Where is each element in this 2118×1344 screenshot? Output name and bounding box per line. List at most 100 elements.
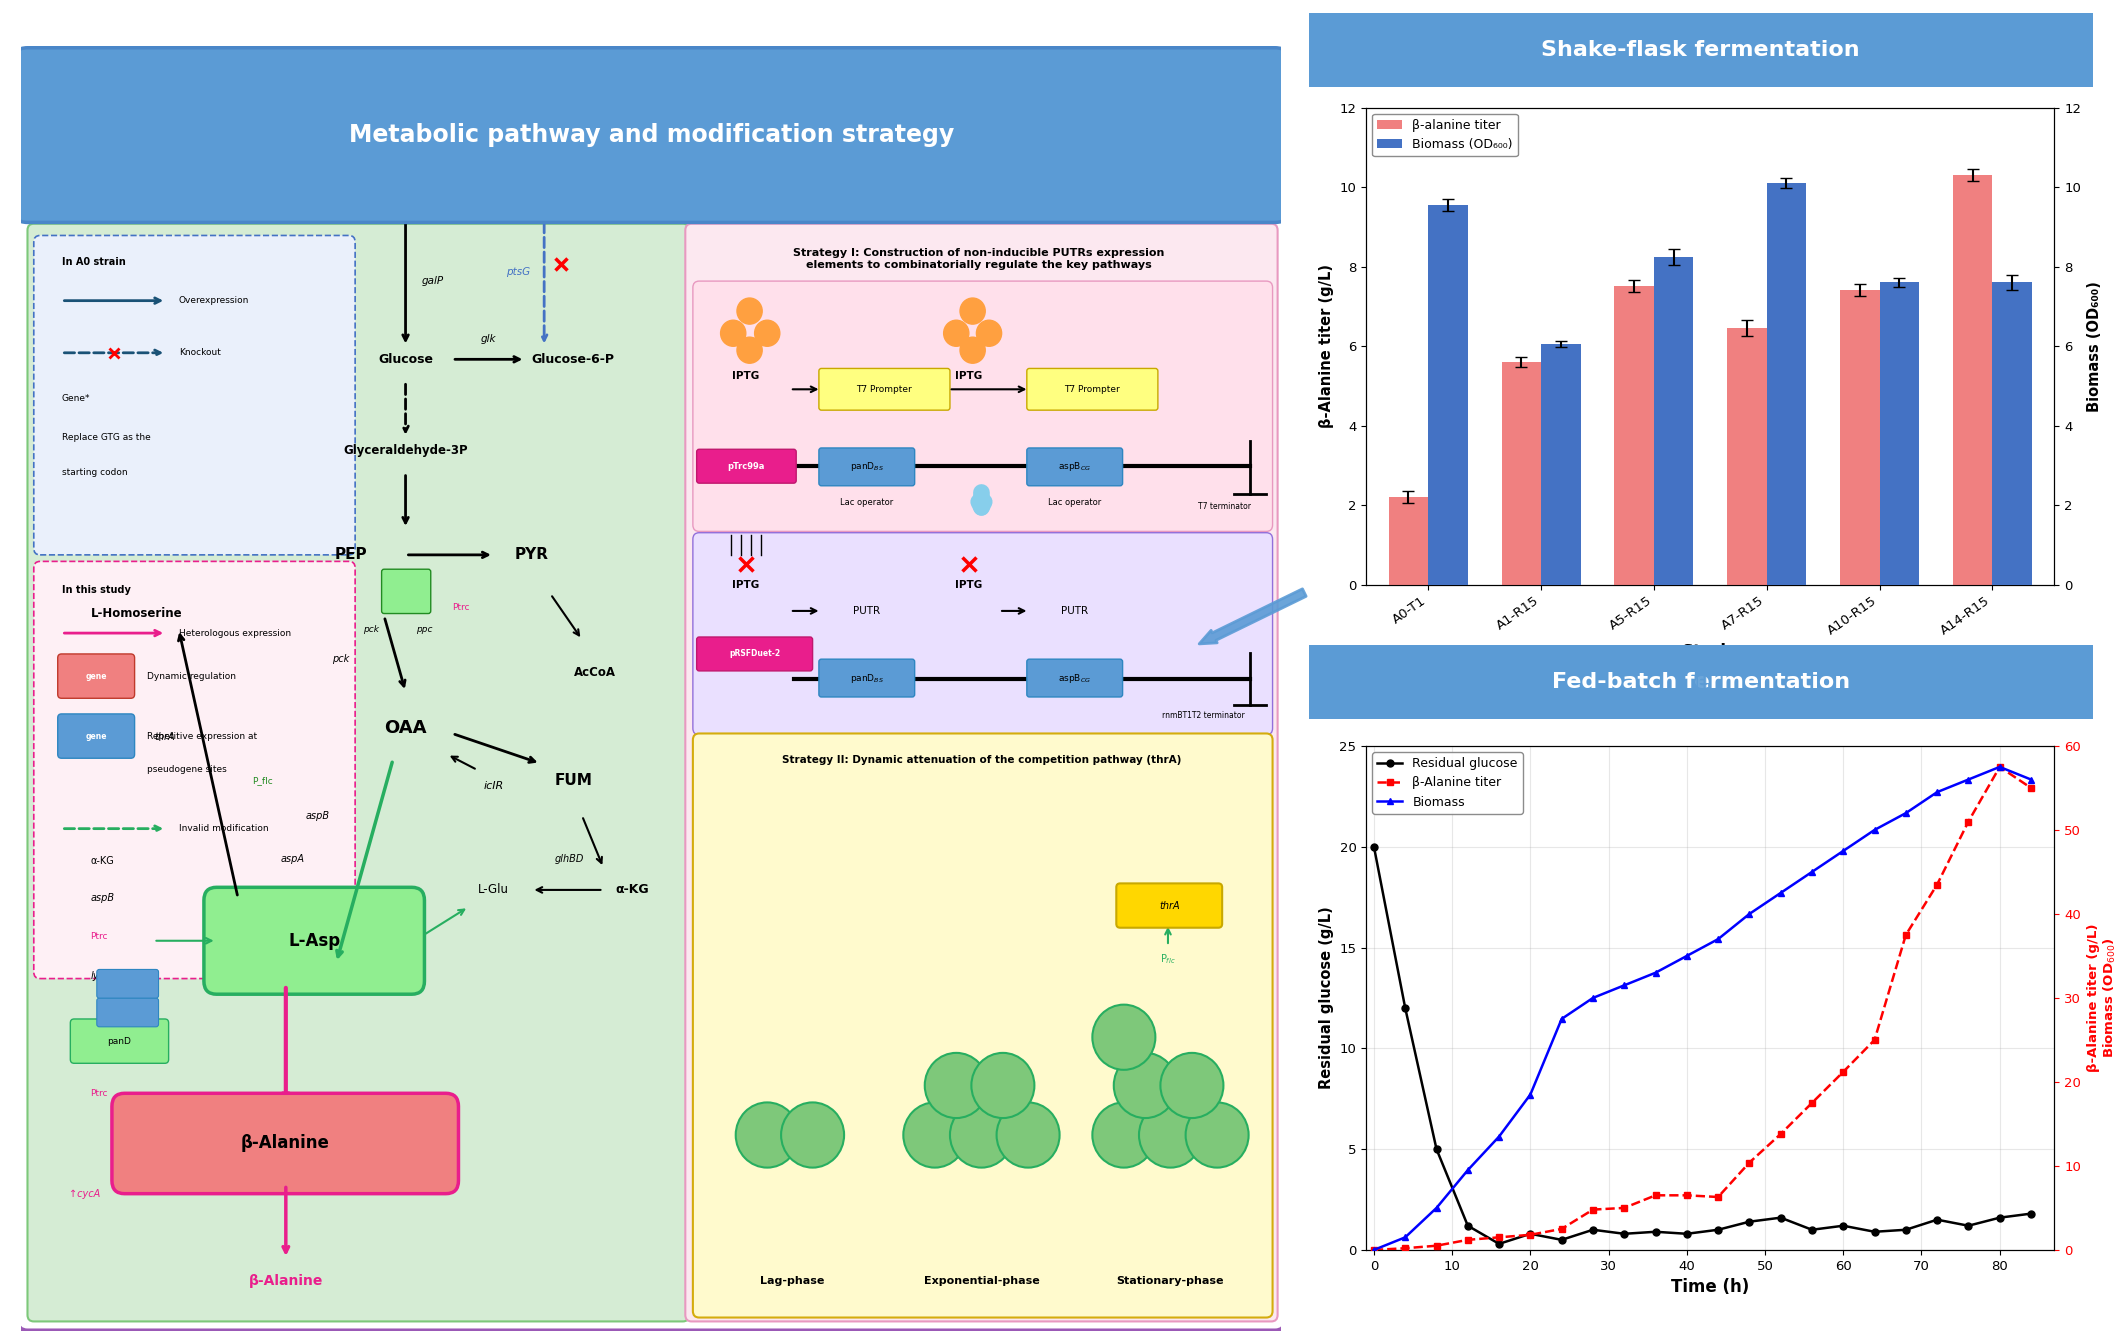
- β-Alanine titer: [1487, 1230, 1512, 1246]
- FancyBboxPatch shape: [112, 1093, 457, 1193]
- Residual glucose: [1862, 1223, 1887, 1239]
- Residual glucose: [1362, 839, 1387, 855]
- β-Alanine titer: [1392, 1241, 1417, 1257]
- Circle shape: [1186, 1102, 1250, 1168]
- Text: ptsG: ptsG: [506, 267, 530, 277]
- FancyBboxPatch shape: [13, 48, 1290, 223]
- Text: thrA: thrA: [155, 732, 176, 742]
- Residual glucose: [1487, 1236, 1512, 1253]
- Legend: Residual glucose, β-Alanine titer, Biomass: Residual glucose, β-Alanine titer, Bioma…: [1372, 753, 1523, 813]
- FancyBboxPatch shape: [697, 637, 813, 671]
- β-Alanine titer: [1955, 813, 1980, 829]
- Residual glucose: [1423, 1141, 1449, 1157]
- Residual glucose: [1580, 1222, 1605, 1238]
- Text: Glucose: Glucose: [377, 353, 432, 366]
- Text: gene: gene: [85, 672, 106, 680]
- Biomass: [1705, 931, 1730, 948]
- Text: thrA: thrA: [1159, 900, 1180, 911]
- Text: PYR: PYR: [515, 547, 549, 562]
- Legend: β-alanine titer, Biomass (OD₆₀₀): β-alanine titer, Biomass (OD₆₀₀): [1372, 114, 1519, 156]
- Circle shape: [1139, 1102, 1203, 1168]
- Bar: [1542, 344, 1580, 585]
- Text: Heterologous expression: Heterologous expression: [178, 629, 290, 637]
- Biomass: [1830, 843, 1855, 859]
- FancyBboxPatch shape: [1027, 368, 1159, 410]
- Bar: [1654, 257, 1694, 585]
- β-Alanine titer: [1925, 876, 1951, 892]
- FancyBboxPatch shape: [697, 449, 796, 484]
- FancyBboxPatch shape: [1116, 883, 1222, 927]
- FancyBboxPatch shape: [693, 281, 1273, 531]
- Circle shape: [782, 1102, 845, 1168]
- Text: glk: glk: [481, 333, 496, 344]
- Text: pseudogene sites: pseudogene sites: [148, 766, 227, 774]
- Circle shape: [945, 320, 968, 347]
- Circle shape: [976, 320, 1002, 347]
- FancyBboxPatch shape: [820, 448, 915, 485]
- Residual glucose: [1705, 1222, 1730, 1238]
- Biomass: [1362, 1242, 1387, 1258]
- Text: Repetitive expression at: Repetitive expression at: [148, 731, 256, 741]
- Residual glucose: [1769, 1210, 1794, 1226]
- Text: Stationary-phase: Stationary-phase: [1116, 1275, 1224, 1286]
- Biomass: [1987, 759, 2012, 775]
- Text: β-Alanine: β-Alanine: [248, 1274, 324, 1288]
- FancyBboxPatch shape: [820, 659, 915, 698]
- Circle shape: [735, 1102, 798, 1168]
- Text: AcCoA: AcCoA: [574, 665, 616, 679]
- Text: IPTG: IPTG: [733, 371, 760, 382]
- Text: starting codon: starting codon: [61, 468, 127, 477]
- Text: PUTR: PUTR: [1061, 606, 1089, 616]
- Circle shape: [737, 298, 762, 324]
- Text: lysC*: lysC*: [91, 970, 116, 981]
- Circle shape: [754, 320, 779, 347]
- Biomass: [1800, 864, 1826, 880]
- Text: Dynamic regulation: Dynamic regulation: [148, 672, 237, 680]
- Text: P_flc: P_flc: [252, 775, 273, 785]
- Biomass: [1862, 821, 1887, 839]
- Bar: [1428, 204, 1468, 585]
- Text: OAA: OAA: [383, 719, 428, 738]
- Text: L-Asp: L-Asp: [288, 931, 341, 950]
- Text: rnmBT1T2 terminator: rnmBT1T2 terminator: [1163, 711, 1245, 720]
- Text: Glucose: Glucose: [377, 203, 432, 216]
- Text: Glucose-6-P: Glucose-6-P: [532, 353, 614, 366]
- Biomass: [2018, 771, 2044, 788]
- Biomass: [1392, 1230, 1417, 1246]
- Text: Strategy II: Dynamic attenuation of the competition pathway (thrA): Strategy II: Dynamic attenuation of the …: [782, 754, 1182, 765]
- Biomass: [1580, 989, 1605, 1005]
- Text: pTrc99a: pTrc99a: [729, 462, 765, 470]
- Biomass: [1955, 771, 1980, 788]
- β-Alanine titer: [1423, 1238, 1449, 1254]
- Text: pck: pck: [333, 655, 349, 664]
- Text: PUTR: PUTR: [854, 606, 881, 616]
- FancyBboxPatch shape: [97, 969, 159, 999]
- Residual glucose: [1548, 1231, 1574, 1247]
- FancyBboxPatch shape: [28, 223, 688, 1321]
- Text: Ptrc: Ptrc: [91, 933, 108, 941]
- FancyBboxPatch shape: [1027, 448, 1123, 485]
- Text: aspB$_{CG}$: aspB$_{CG}$: [1059, 672, 1091, 684]
- Residual glucose: [2018, 1206, 2044, 1222]
- Circle shape: [1114, 1052, 1178, 1118]
- Residual glucose: [1455, 1218, 1480, 1234]
- Bar: [1389, 497, 1428, 585]
- Text: ppc: ppc: [417, 625, 432, 633]
- β-Alanine titer: [1769, 1126, 1794, 1142]
- FancyBboxPatch shape: [1271, 9, 2118, 91]
- Bar: [1841, 290, 1879, 585]
- β-Alanine titer: [1830, 1064, 1855, 1081]
- Text: aspB: aspB: [91, 892, 114, 903]
- β-Alanine titer: [1580, 1202, 1605, 1218]
- β-Alanine titer: [1705, 1189, 1730, 1206]
- Residual glucose: [1987, 1210, 2012, 1226]
- Biomass: [1423, 1200, 1449, 1216]
- β-Alanine titer: [1800, 1095, 1826, 1111]
- Text: T7 Prompter: T7 Prompter: [856, 384, 913, 394]
- Residual glucose: [1644, 1223, 1669, 1239]
- Text: FUM: FUM: [555, 773, 593, 788]
- Residual glucose: [1800, 1222, 1826, 1238]
- Text: IPTG: IPTG: [955, 371, 983, 382]
- Text: aspA: aspA: [282, 853, 305, 864]
- Bar: [1726, 328, 1766, 585]
